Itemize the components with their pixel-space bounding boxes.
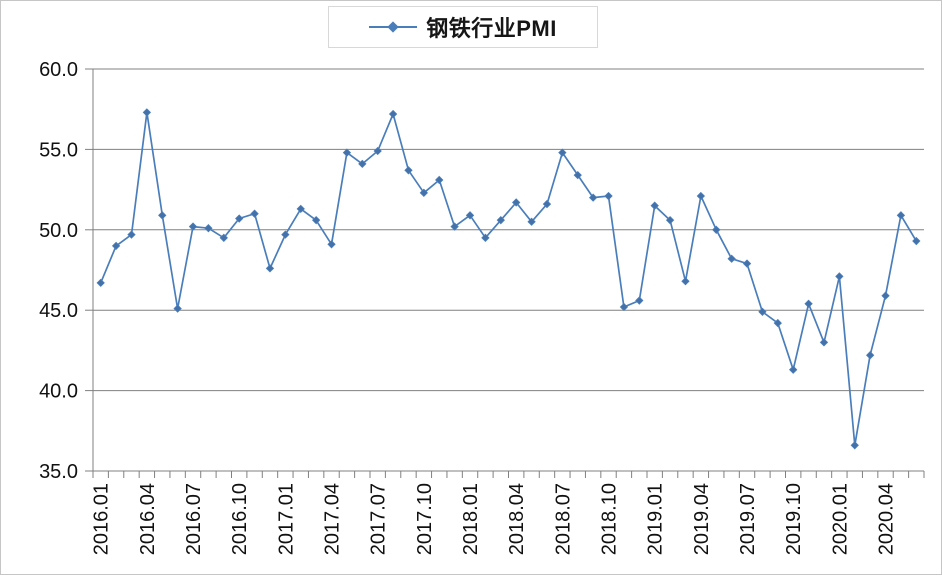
data-point-marker: [650, 201, 659, 210]
data-point-marker: [712, 225, 721, 234]
x-axis-label: 2019.10: [783, 483, 805, 555]
y-axis-label: 60.0: [39, 59, 78, 81]
y-axis-label: 40.0: [39, 381, 78, 403]
y-axis-label: 45.0: [39, 300, 78, 322]
data-point-marker: [758, 307, 767, 316]
data-point-marker: [481, 233, 490, 243]
legend-label: 钢铁行业PMI: [426, 16, 557, 41]
x-axis-label: 2018.10: [599, 483, 621, 555]
y-axis-label: 55.0: [39, 139, 78, 161]
x-axis-label: 2020.01: [829, 483, 851, 555]
x-axis-label: 2016.07: [183, 483, 205, 555]
data-point-marker: [850, 441, 859, 450]
data-point-marker: [204, 224, 213, 233]
data-point-marker: [404, 166, 413, 175]
data-point-marker: [588, 193, 598, 202]
data-point-marker: [912, 236, 921, 246]
y-axis-label: 50.0: [39, 220, 78, 242]
data-point-marker: [573, 170, 582, 180]
data-point-marker: [665, 215, 675, 225]
data-point-marker: [742, 259, 752, 268]
x-axis-label: 2018.04: [506, 483, 528, 555]
data-point-marker: [450, 222, 459, 231]
y-axis-label: 35.0: [39, 461, 78, 483]
data-point-marker: [635, 296, 644, 305]
data-point-marker: [435, 175, 444, 185]
data-point-marker: [512, 198, 521, 207]
data-point-marker: [727, 254, 736, 263]
data-point-marker: [835, 272, 844, 281]
data-point-marker: [311, 215, 321, 225]
data-point-marker: [173, 304, 182, 313]
x-axis-label: 2017.10: [414, 483, 436, 555]
data-point-marker: [881, 291, 890, 300]
x-axis-label: 2016.10: [229, 483, 251, 555]
data-point-marker: [865, 351, 875, 360]
data-point-marker: [527, 217, 536, 226]
data-point-marker: [127, 230, 136, 239]
data-point-marker: [219, 233, 228, 243]
data-point-marker: [619, 302, 629, 312]
x-axis-label: 2017.04: [322, 483, 344, 555]
data-point-marker: [142, 108, 152, 117]
x-axis-label: 2019.07: [737, 483, 759, 555]
data-point-marker: [496, 215, 505, 225]
data-point-marker: [388, 109, 398, 119]
data-point-marker: [235, 214, 244, 223]
legend: 钢铁行业PMI: [328, 6, 598, 48]
data-point-marker: [373, 146, 382, 156]
data-point-marker: [789, 365, 798, 374]
data-point-marker: [111, 241, 121, 251]
x-axis-label: 2018.01: [460, 483, 482, 555]
data-point-marker: [804, 299, 813, 308]
data-point-marker: [419, 188, 429, 197]
x-axis-label: 2017.01: [275, 483, 297, 555]
data-point-marker: [896, 211, 906, 220]
x-axis-label: 2019.01: [645, 483, 667, 555]
data-point-marker: [819, 338, 829, 347]
data-point-marker: [158, 211, 167, 220]
data-point-marker: [558, 148, 567, 157]
data-point-marker: [281, 230, 290, 239]
data-point-marker: [96, 278, 105, 288]
data-point-marker: [465, 211, 475, 220]
data-point-marker: [604, 191, 613, 201]
x-axis-label: 2018.07: [552, 483, 574, 555]
data-point-marker: [681, 277, 690, 286]
data-point-marker: [773, 318, 782, 328]
data-point-marker: [542, 199, 552, 209]
data-point-marker: [188, 222, 198, 231]
x-axis-label: 2017.07: [368, 483, 390, 555]
data-point-marker: [296, 204, 305, 214]
data-point-marker: [250, 209, 259, 218]
data-point-marker: [327, 240, 336, 249]
x-axis-label: 2016.01: [91, 483, 113, 555]
data-point-marker: [696, 191, 706, 201]
legend-line-marker-icon: [369, 21, 418, 33]
x-axis-label: 2019.04: [691, 483, 713, 555]
data-point-marker: [342, 148, 352, 157]
x-axis-label: 2020.04: [876, 483, 898, 555]
data-point-marker: [358, 159, 367, 169]
data-point-marker: [265, 264, 275, 273]
x-axis-label: 2016.04: [137, 483, 159, 555]
pmi-series-line: [99, 111, 918, 447]
